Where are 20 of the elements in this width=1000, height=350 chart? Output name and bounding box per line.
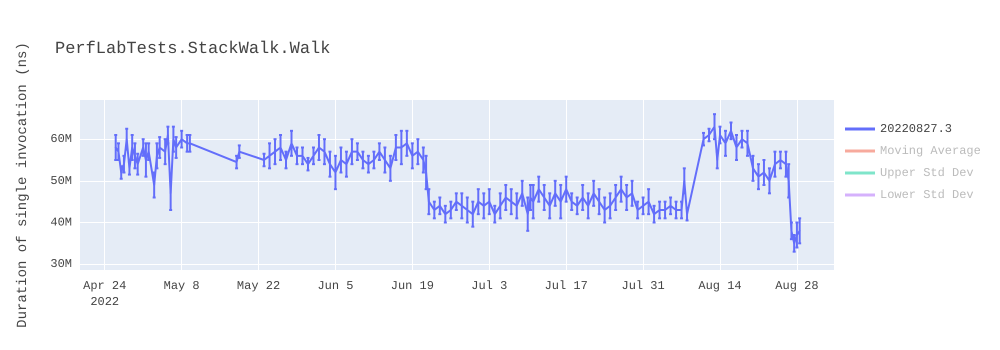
x-tick-label: Jul 3 — [471, 279, 508, 293]
x-tick-label: May 8 — [164, 279, 200, 293]
legend-label: Lower Std Dev — [880, 188, 974, 202]
x-tick-label: Apr 24 2022 — [83, 279, 126, 309]
x-tick-label: Jul 31 — [621, 279, 665, 293]
legend-label: Upper Std Dev — [880, 166, 974, 180]
y-tick-label: 50M — [50, 174, 72, 188]
x-tick-label: Aug 28 — [775, 279, 819, 293]
x-tick-label: Jun 19 — [390, 279, 434, 293]
legend-label: Moving Average — [880, 144, 981, 158]
x-tick-label: May 22 — [236, 279, 280, 293]
legend-label: 20220827.3 — [880, 122, 952, 136]
x-tick-label: Jul 17 — [544, 279, 588, 293]
y-tick-label: 60M — [50, 132, 72, 146]
y-tick-label: 30M — [50, 257, 72, 272]
y-tick-label: 40M — [50, 216, 72, 230]
x-tick-label: Aug 14 — [698, 279, 742, 293]
x-tick-label: Jun 5 — [317, 279, 354, 293]
chart-title: PerfLabTests.StackWalk.Walk — [55, 40, 330, 59]
y-axis-title: Duration of single invocation (ns) — [15, 42, 31, 328]
